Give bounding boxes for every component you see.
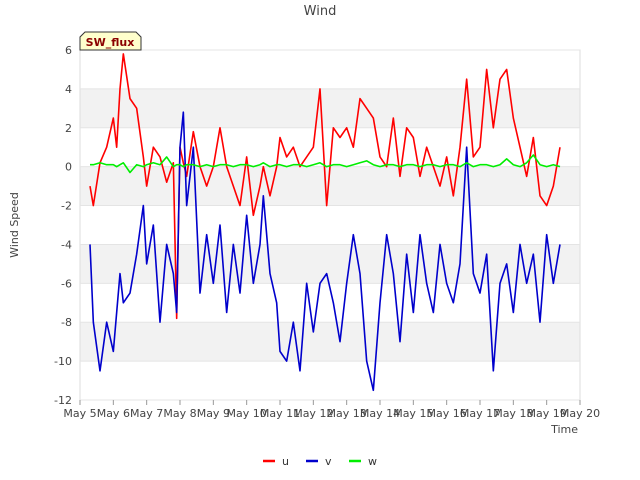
x-tick-label: May 18 [493,407,533,420]
x-tick-label: May 12 [293,407,333,420]
x-tick-label: May 17 [460,407,500,420]
legend-label-u: u [282,455,289,468]
x-tick-label: May 20 [560,407,600,420]
legend-label-w: w [368,455,377,468]
y-axis-title: Wind Speed [8,192,21,258]
y-tick-label: 2 [65,122,72,135]
x-tick-label: May 16 [427,407,467,420]
x-tick-label: May 8 [163,407,196,420]
chart-title: Wind [304,4,337,19]
grid-band [80,88,580,128]
annotation-box-shape [79,31,142,51]
x-axis-title: Time [550,423,578,436]
x-tick-label: May 19 [527,407,567,420]
x-tick-label: May 10 [227,407,267,420]
x-tick-label: May 5 [63,407,96,420]
y-tick-label: -6 [61,277,72,290]
series-v [89,111,561,392]
legend-item-w: w [349,455,377,468]
x-tick-label: May 7 [130,407,163,420]
y-tick-label: 0 [65,161,72,174]
series-layer [89,53,561,392]
series-line-v [89,111,561,392]
series-w [90,154,561,174]
series-line-u [89,53,561,320]
legend-item-u: u [263,455,289,468]
grid-bands [80,88,580,362]
x-tick-label: May 15 [393,407,433,420]
series-u [89,53,561,320]
x-tick-label: May 13 [327,407,367,420]
x-tick-label: May 6 [97,407,130,420]
grid-band [80,322,580,362]
annotation-label: SW_flux [86,36,135,49]
y-tick-label: -2 [61,200,72,213]
y-tick-label: 4 [65,83,72,96]
y-tick-label: -4 [61,238,72,251]
y-tick-label: 6 [65,44,72,57]
x-tick-label: May 11 [260,407,300,420]
legend-item-v: v [306,455,332,468]
series-line-w [90,154,561,174]
annotation-box: SW_flux [79,31,142,51]
x-tick-label: May 14 [360,407,400,420]
legend: u v w [263,455,377,468]
y-tick-label: -10 [54,355,72,368]
y-tick-label: -12 [54,394,72,407]
x-tick-label: May 9 [197,407,230,420]
y-tick-label: -8 [61,316,72,329]
legend-label-v: v [325,455,332,468]
